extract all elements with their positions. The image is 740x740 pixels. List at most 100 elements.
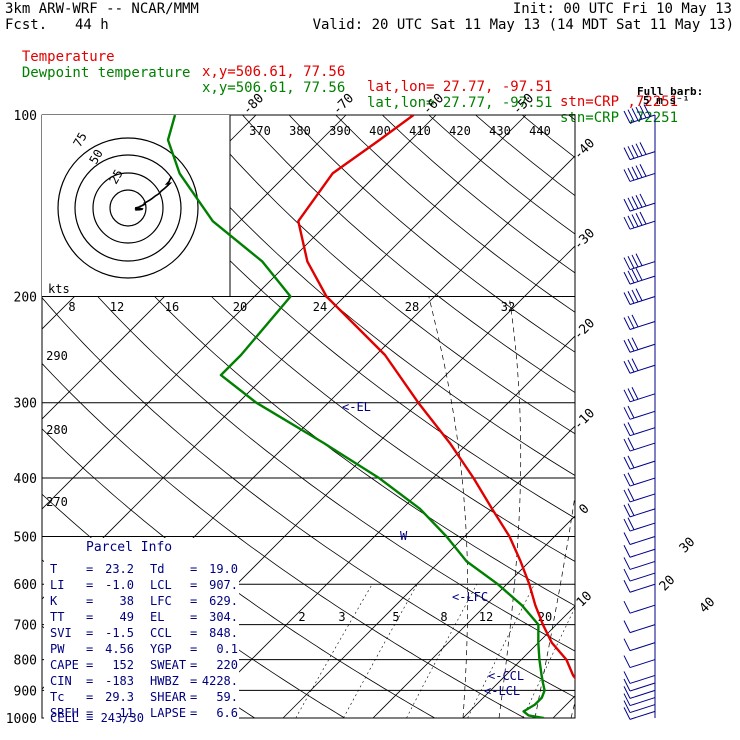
equals-sign: = <box>190 562 198 576</box>
isotherm-line <box>372 515 575 718</box>
wind-barb-staff <box>629 682 656 692</box>
parcel-l2-text: CCL <box>150 626 172 640</box>
wind-barb-feather <box>627 270 635 284</box>
wind-barb <box>623 532 656 545</box>
wind-barb-staff <box>629 220 656 230</box>
equals-sign: = <box>86 594 94 608</box>
wind-barb-staff <box>629 697 656 707</box>
wind-barb-staff <box>629 343 656 353</box>
hodograph-ring-label: 50 <box>86 147 105 167</box>
wind-barb-feather <box>623 545 631 558</box>
equals-sign: = <box>86 626 94 640</box>
wind-barb-feather <box>623 317 631 330</box>
wind-barb-feather <box>623 456 631 470</box>
wind-barb-staff <box>629 460 656 470</box>
wind-barb-feather <box>627 315 635 329</box>
mixing-ratio-label: 8 <box>440 610 447 624</box>
isotherm-line <box>192 335 575 718</box>
mixing-ratio-label: 5 <box>392 610 399 624</box>
moist-adiabat-line <box>498 296 522 718</box>
parcel-v2-text: 6.6 <box>216 706 238 720</box>
wind-barb-feather <box>627 359 635 373</box>
parcel-l1-text: Tc <box>50 690 65 704</box>
pressure-tick-label: 700 <box>14 619 37 634</box>
wind-barb-staff <box>629 364 656 374</box>
wind-key-line2: 5 m s⁻¹ <box>643 94 689 107</box>
init-time: Init: 00 UTC Fri 10 May 13 <box>512 1 732 17</box>
wind-barb-feather <box>623 271 631 285</box>
wind-barb-feather <box>631 387 639 400</box>
wind-barb <box>623 686 656 699</box>
dry-adiabat-line <box>195 115 575 435</box>
wind-barb <box>623 638 656 652</box>
wind-barb-feather <box>639 105 647 119</box>
moist-adiabat-line <box>607 297 740 719</box>
wind-barb-feather <box>623 686 631 699</box>
wind-barb-staff <box>629 583 656 593</box>
dry-adiabat-line <box>42 362 525 718</box>
dry-adiabat-line <box>475 115 575 197</box>
wind-barb-feather <box>623 693 631 706</box>
speed-axis-label: 32 <box>501 300 515 314</box>
wind-barb-staff <box>629 321 656 330</box>
level-annotation: <-LFC <box>452 590 488 604</box>
wind-barb-feather <box>623 110 631 124</box>
hodograph-units-label: kts <box>48 282 70 296</box>
dry-adiabat-line <box>148 115 575 476</box>
parcel-v1-text: 49 <box>119 610 134 624</box>
wind-barb-feather <box>627 405 635 419</box>
equals-sign: = <box>190 706 198 720</box>
parcel-v1-text: 23.2 <box>105 562 134 576</box>
wind-barb-feather <box>635 253 643 266</box>
hodograph-ring <box>57 137 199 279</box>
temperature-tick-label: -50 <box>510 91 537 118</box>
wind-barb-feather <box>631 108 639 121</box>
wind-barb-feather <box>627 109 635 122</box>
temperature-label: Temperature <box>21 49 115 65</box>
parcel-l1-text: LI <box>50 578 65 592</box>
speed-axis-label: 16 <box>165 300 179 314</box>
level-annotation: <-EL <box>342 400 371 414</box>
model-title: 3km ARW-WRF -- NCAR/MMM <box>5 1 199 17</box>
wind-barb-staff <box>629 536 656 545</box>
parcel-v2-text: 19.0 <box>209 562 238 576</box>
wind-barb <box>623 142 656 161</box>
equals-sign: = <box>190 626 198 640</box>
equals-sign: = <box>86 690 94 704</box>
forecast-hour: 44 h <box>75 17 109 33</box>
theta-label: 290 <box>46 349 68 363</box>
wind-barb-feather <box>627 503 635 516</box>
dry-adiabat-line <box>521 115 575 159</box>
parcel-info-row: CAPE = 152 SWEAT = 220 <box>50 657 240 673</box>
speed-axis-label: 24 <box>313 300 327 314</box>
plot-frame <box>41 114 576 719</box>
wind-barb-feather <box>623 423 631 436</box>
wind-barb-staff <box>629 674 656 684</box>
moist-adiabat-line <box>428 296 469 718</box>
wind-barb-feather <box>623 489 631 503</box>
parcel-v2-text: 4228. <box>201 674 238 688</box>
wind-barb <box>623 568 656 582</box>
temperature-xy: x,y=506.61, 77.56 <box>202 64 346 80</box>
hodograph-background <box>42 115 230 296</box>
wind-barb <box>623 358 656 374</box>
pressure-tick-label: 600 <box>14 578 37 593</box>
wind-barb-feather <box>631 166 639 180</box>
wind-barb-feather <box>623 438 631 452</box>
wind-barb <box>623 253 656 271</box>
dry-adiabat-line <box>615 115 740 718</box>
theta-label: 410 <box>409 124 431 138</box>
wind-barb-feather <box>623 580 631 593</box>
wind-barb-feather <box>631 196 639 209</box>
dry-adiabat-line <box>42 230 575 652</box>
parcel-l2-text: Td <box>150 562 165 576</box>
wind-barb-feather <box>623 700 631 713</box>
speed-axis-label: 20 <box>233 300 247 314</box>
wind-barb-feather <box>635 267 643 281</box>
parcel-l1-text: SREH <box>50 706 79 720</box>
equals-sign: = <box>86 674 94 688</box>
parcel-v1-text: -183 <box>105 674 134 688</box>
wind-barb-staff <box>629 548 656 558</box>
wind-barb-feather <box>635 213 643 226</box>
wind-barb-feather <box>627 215 635 229</box>
